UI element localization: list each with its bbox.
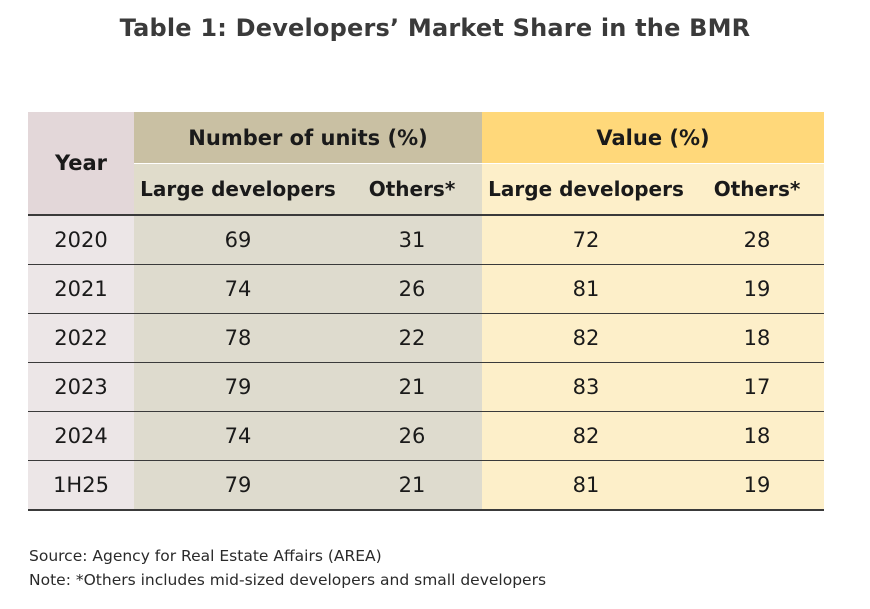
year-cell: 2024 [28,411,134,461]
source-note: Source: Agency for Real Estate Affairs (… [29,547,382,565]
units-others-header: Others* [342,163,483,216]
value-others-cell: 18 [690,411,825,461]
units-large-cell: 69 [134,215,342,265]
year-header: Year [28,112,134,216]
footnote: Note: *Others includes mid-sized develop… [29,571,547,589]
units-large-cell: 79 [134,362,342,412]
value-large-cell: 81 [482,460,691,511]
units-header: Number of units (%) [134,112,483,164]
units-large-cell: 74 [134,264,342,314]
year-cell: 2022 [28,313,134,363]
value-others-cell: 19 [690,264,825,314]
table-header-row: Year Number of units (%) Value (%) [28,112,825,216]
units-large-cell: 78 [134,313,342,363]
table-row: 2022 78 22 82 18 [28,313,825,363]
units-others-cell: 26 [342,411,483,461]
year-cell: 2023 [28,362,134,412]
table-row: 2024 74 26 82 18 [28,411,825,461]
value-others-cell: 28 [690,215,825,265]
units-large-cell: 74 [134,411,342,461]
units-others-cell: 21 [342,460,483,511]
table-row: 2023 79 21 83 17 [28,362,825,412]
units-others-cell: 22 [342,313,483,363]
page-title: Table 1: Developers’ Market Share in the… [119,14,751,42]
units-others-cell: 31 [342,215,483,265]
value-large-cell: 81 [482,264,691,314]
year-cell: 2020 [28,215,134,265]
value-header: Value (%) [482,112,825,164]
value-others-cell: 18 [690,313,825,363]
units-large-header: Large developers [134,163,342,216]
value-large-cell: 72 [482,215,691,265]
units-others-cell: 26 [342,264,483,314]
value-large-cell: 82 [482,411,691,461]
value-large-header: Large developers [482,163,691,216]
value-others-cell: 17 [690,362,825,412]
market-share-table: Year Number of units (%) Value (%) Large… [28,112,825,511]
value-large-cell: 83 [482,362,691,412]
table-row: 2020 69 31 72 28 [28,215,825,265]
value-others-cell: 19 [690,460,825,511]
value-large-cell: 82 [482,313,691,363]
units-others-cell: 21 [342,362,483,412]
year-cell: 1H25 [28,460,134,511]
table-row: 2021 74 26 81 19 [28,264,825,314]
year-cell: 2021 [28,264,134,314]
table-subheader-row: Large developers Others* Large developer… [28,163,825,216]
value-others-header: Others* [690,163,825,216]
table-notes: Source: Agency for Real Estate Affairs (… [29,544,546,592]
table-row: 1H25 79 21 81 19 [28,460,825,511]
units-large-cell: 79 [134,460,342,511]
